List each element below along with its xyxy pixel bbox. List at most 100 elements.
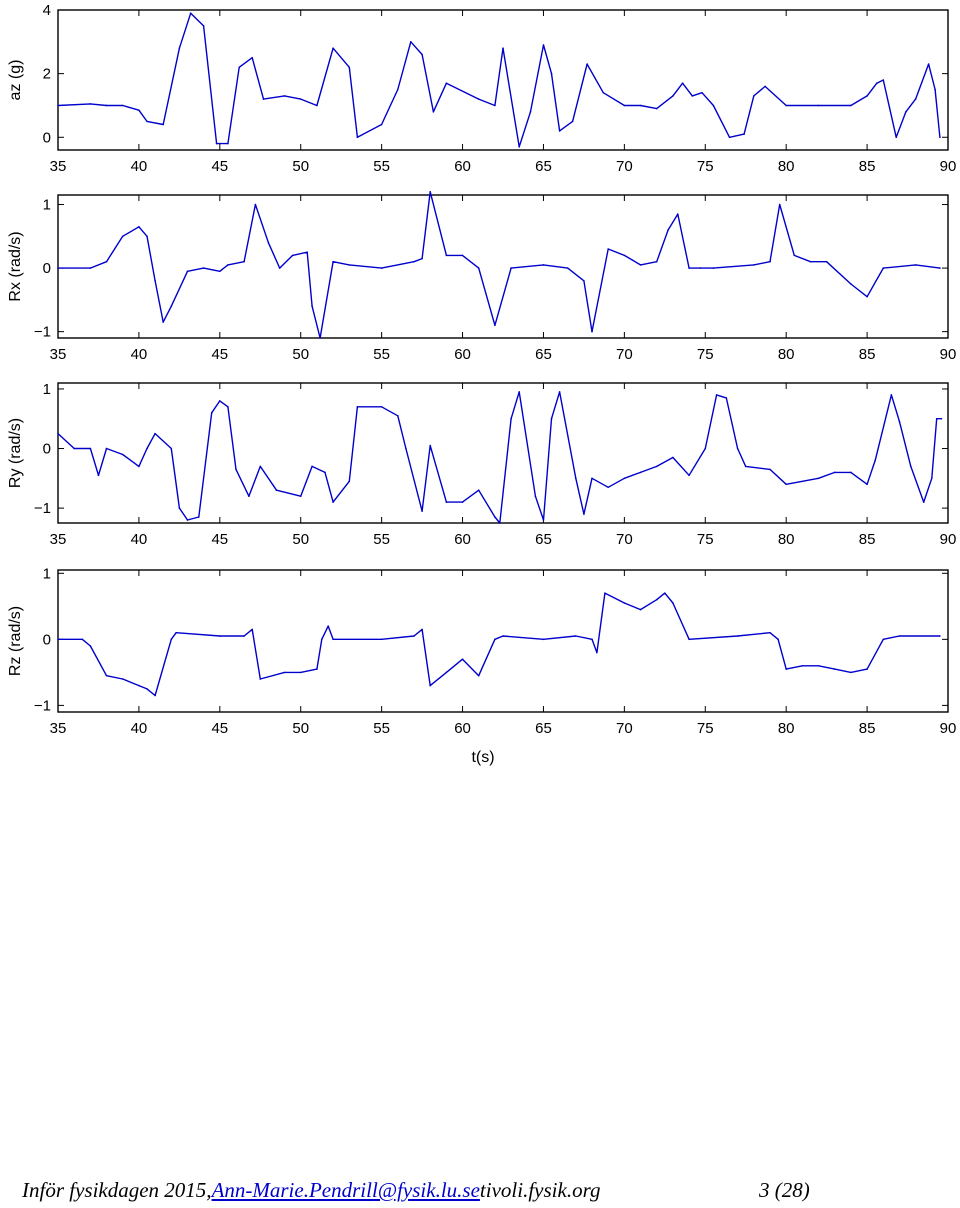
data-point [866,295,868,298]
data-point [542,519,545,521]
data-point [583,513,585,515]
data-point [502,635,504,637]
data-point [655,465,658,468]
data-point [769,468,771,471]
data-point [356,136,359,139]
data-point [591,330,593,333]
data-point [248,495,250,497]
y-axis-label: Ry (rad/s) [7,418,24,488]
plot-frame-3 [57,382,949,524]
x-tick-label: 75 [697,531,714,548]
data-point [105,674,108,677]
plot-frame-4 [57,569,949,713]
data-point [348,264,351,266]
data-point [898,635,901,637]
data-point [154,694,156,697]
data-point [81,638,84,641]
data-point [850,283,852,285]
x-tick-label: 45 [211,531,228,548]
data-point [940,417,943,420]
data-point [316,668,318,670]
data-point [664,592,666,594]
data-point [380,406,383,408]
data-point [138,109,140,112]
data-point [939,635,941,637]
data-point [712,267,715,269]
data-point [306,251,309,253]
data-point [931,477,933,480]
data-point [405,447,407,450]
data-point [445,254,448,257]
data-point [607,486,609,489]
data-point [380,123,383,126]
data-point [914,98,917,100]
series-line-3 [57,391,942,524]
data-point [764,85,766,88]
y-tick-label: 0 [43,129,51,146]
x-tick-label: 90 [940,346,957,363]
data-point [57,638,59,641]
data-point [299,671,302,674]
data-point [494,324,496,327]
data-point [591,477,593,480]
data-point [186,519,189,521]
data-point [320,638,323,641]
data-point [914,264,917,266]
data-point [850,104,852,107]
x-tick-label: 60 [454,346,471,363]
data-point [927,63,930,65]
data-point [202,267,205,269]
data-point [672,95,674,97]
data-point [809,260,812,263]
data-point [518,146,520,148]
data-point [227,406,229,408]
data-point [251,56,253,59]
data-point [566,267,569,269]
data-point [542,638,545,641]
footer-email-link[interactable]: Ann-Marie.Pendrill@fysik.lu.se [211,1178,480,1202]
x-tick-label: 45 [211,158,228,175]
x-tick-label: 50 [292,531,309,548]
data-point [421,53,423,56]
data-point [421,510,423,512]
data-point [121,235,124,238]
data-point [138,465,140,468]
data-point [753,95,755,97]
y-axis-label: Rx (rad/s) [7,231,24,301]
y-tick-label: 1 [43,197,51,214]
data-point [332,501,334,503]
data-point [639,608,642,611]
data-point [744,465,747,468]
data-point [243,260,245,263]
data-point [178,507,181,509]
data-point [655,260,658,263]
data-point [850,671,852,674]
data-point [575,635,577,637]
data-point [833,668,836,670]
data-point [121,453,124,456]
data-point [699,267,702,269]
data-point [311,305,313,308]
y-axis-label: az (g) [7,60,24,101]
data-point [429,684,431,687]
data-point [299,98,302,100]
x-tick-label: 35 [50,720,67,737]
data-point [498,522,501,524]
data-point [283,671,286,674]
data-point [655,598,658,601]
x-tick-label: 70 [616,720,633,737]
y-axis-label: Rz (rad/s) [7,606,24,676]
data-point [238,66,241,69]
data-point [162,123,164,126]
data-point [445,501,448,503]
data-point [380,267,383,269]
data-point [105,260,108,263]
x-tick-label: 35 [50,158,67,175]
x-tick-label: 45 [211,720,228,737]
plot-frame-1 [57,9,949,151]
data-point [518,391,520,393]
data-point [332,47,334,49]
data-point [413,635,415,637]
data-point [89,103,92,105]
data-point [591,638,593,641]
